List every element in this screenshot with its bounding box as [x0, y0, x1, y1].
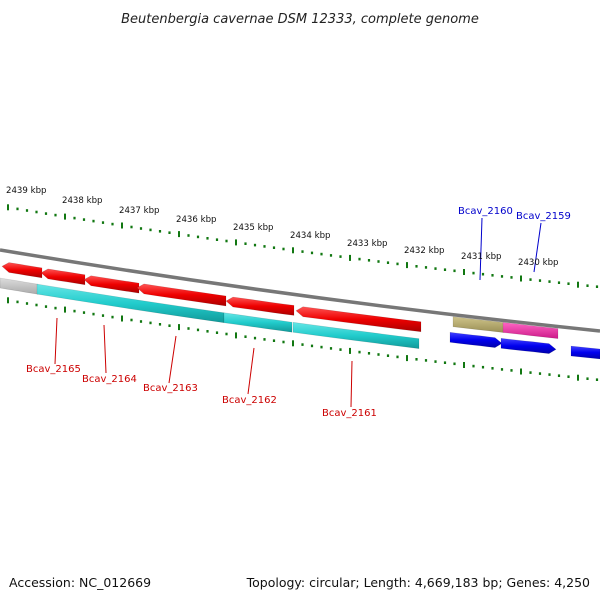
gene-label-bcav-2161[interactable]: Bcav_2161 — [322, 408, 377, 419]
scale-label: 2431 kbp — [461, 252, 502, 262]
scale-label: 2434 kbp — [290, 231, 331, 241]
leader-line — [350, 360, 353, 408]
grey-feature[interactable] — [0, 277, 39, 295]
gene-label-bcav-2165[interactable]: Bcav_2165 — [26, 364, 81, 375]
gene-label-bcav-2160[interactable]: Bcav_2160 — [458, 206, 513, 217]
scale-label: 2430 kbp — [518, 258, 559, 268]
leader-line — [533, 222, 542, 273]
cds-feature[interactable] — [136, 283, 227, 307]
gene-other-feature[interactable] — [500, 337, 557, 354]
accession-text: Accession: NC_012669 — [9, 575, 151, 590]
inner-scale-ticks — [7, 297, 599, 381]
magenta-feature[interactable] — [502, 322, 559, 339]
leader-line — [479, 217, 483, 281]
cds-feature[interactable] — [225, 296, 295, 316]
scale-labels: 2439 kbp 2438 kbp 2437 kbp 2436 kbp 2435… — [6, 186, 559, 268]
leader-line — [247, 347, 255, 395]
scale-label: 2433 kbp — [347, 239, 388, 249]
scale-label: 2439 kbp — [6, 186, 47, 196]
scale-label: 2435 kbp — [233, 223, 274, 233]
scale-label: 2437 kbp — [119, 206, 160, 216]
gene-feature[interactable] — [223, 312, 293, 333]
gene-label-bcav-2159[interactable]: Bcav_2159 — [516, 211, 571, 222]
gene-label-bcav-2163[interactable]: Bcav_2163 — [143, 383, 198, 394]
leader-line — [168, 335, 177, 384]
cds-feature[interactable] — [295, 306, 422, 333]
gene-feature[interactable] — [292, 321, 420, 349]
cds-feature[interactable] — [1, 262, 43, 279]
leader-line — [54, 317, 58, 365]
cds-feature[interactable] — [40, 268, 86, 286]
scale-label: 2432 kbp — [404, 246, 445, 256]
gene-features — [0, 262, 600, 360]
genome-backbone — [0, 248, 600, 333]
leader-line — [103, 324, 107, 374]
outer-scale-ticks — [7, 204, 599, 288]
scale-label: 2436 kbp — [176, 215, 217, 225]
gene-other-feature[interactable] — [570, 345, 600, 360]
label-leader-lines — [54, 217, 542, 408]
gene-label-bcav-2164[interactable]: Bcav_2164 — [82, 374, 137, 385]
genome-summary-text: Topology: circular; Length: 4,669,183 bp… — [246, 575, 590, 590]
cds-feature[interactable] — [83, 275, 140, 294]
gene-label-bcav-2162[interactable]: Bcav_2162 — [222, 395, 277, 406]
gene-other-feature[interactable] — [449, 331, 503, 348]
map-title: Beutenbergia cavernae DSM 12333, complet… — [121, 12, 479, 27]
gene-labels: Bcav_2165 Bcav_2164 Bcav_2163 Bcav_2162 … — [26, 206, 571, 419]
scale-label: 2438 kbp — [62, 196, 103, 206]
